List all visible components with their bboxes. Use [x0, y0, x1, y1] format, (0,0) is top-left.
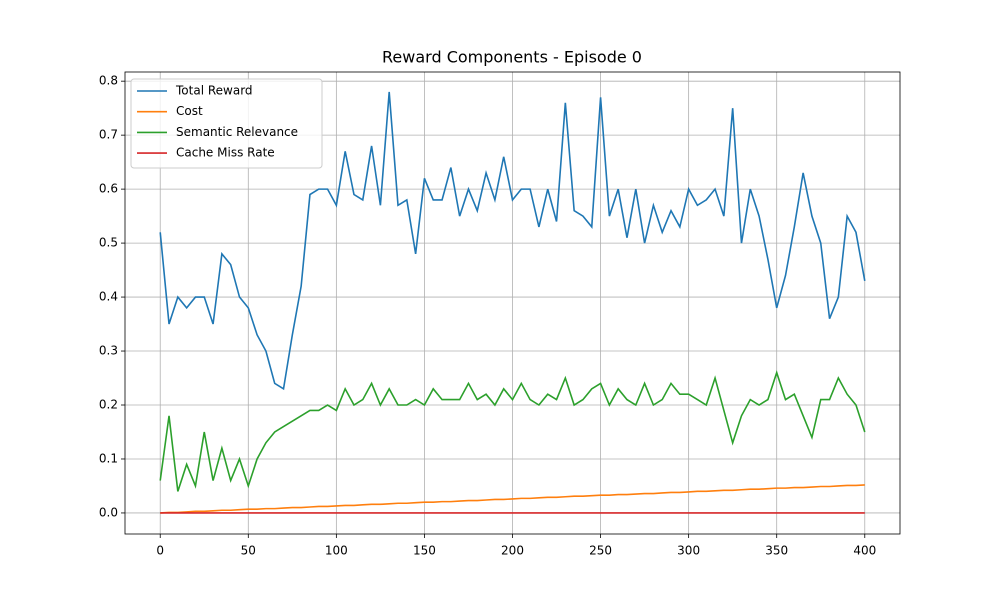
x-tick-label: 100	[325, 544, 348, 558]
y-tick-label: 0.5	[99, 236, 118, 250]
y-tick-label: 0.7	[99, 128, 118, 142]
series-line	[159, 91, 866, 391]
legend-frame	[130, 78, 323, 169]
x-tick-label: 400	[853, 544, 876, 558]
x-tick-label: 250	[589, 544, 612, 558]
y-tick-label: 0.1	[99, 451, 118, 465]
legend-label: Total Reward	[175, 84, 253, 98]
series-line	[160, 484, 865, 514]
plot-frame	[124, 71, 901, 535]
y-tick-label: 0.8	[99, 74, 118, 88]
legend-label: Cache Miss Rate	[176, 146, 275, 160]
legend-label: Cost	[176, 104, 203, 118]
legend: Total Reward Cost Semantic Relevance Cache …	[130, 78, 323, 169]
y-tick-label: 0.0	[99, 505, 118, 519]
x-tick-label: 150	[413, 544, 436, 558]
x-tick-label: 300	[677, 544, 700, 558]
x-tick-label: 350	[765, 544, 788, 558]
y-tick-label: 0.2	[99, 398, 118, 412]
y-tick-label: 0.3	[99, 344, 118, 358]
y-tick-label: 0.6	[99, 182, 118, 196]
x-tick-label: 0	[156, 544, 164, 558]
series-line	[159, 370, 866, 492]
y-tick-label: 0.4	[99, 290, 118, 304]
legend-label: Semantic Relevance	[176, 125, 298, 139]
x-tick-label: 50	[241, 544, 256, 558]
x-tick-label: 200	[501, 544, 524, 558]
chart-title: Reward Components - Episode 0	[382, 48, 642, 67]
